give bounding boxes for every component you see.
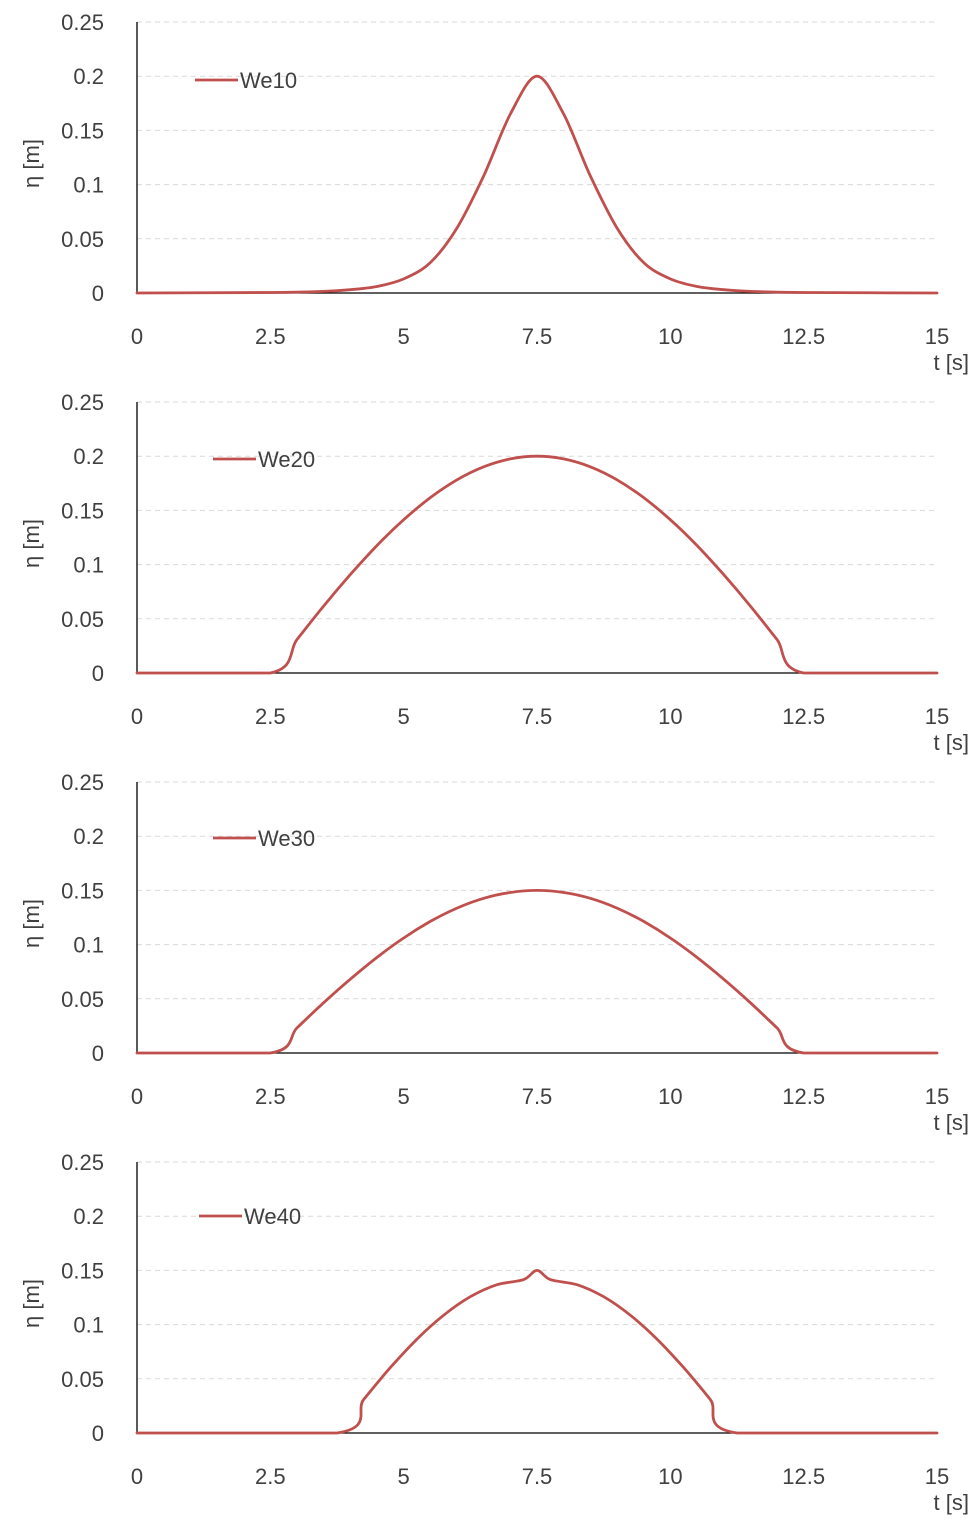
y-axis-title: η [m] [19,899,44,948]
x-tick-label: 7.5 [522,704,553,729]
x-axis-title: t [s] [934,730,969,755]
chart-panel-4: 0 0.05 0.1 0.15 0.2 0.25 0 2.5 5 7.5 10 12.5 15t [s]… [19,1150,969,1515]
legend-label: We10 [240,68,297,93]
x-tick-label: 0 [131,704,143,729]
x-axis-title: t [s] [934,350,969,375]
x-tick-label: 15 [925,1084,949,1109]
y-tick-label: 0.1 [73,933,104,958]
legend-label: We40 [244,1204,301,1229]
x-tick-label: 2.5 [255,324,286,349]
y-axis-title: η [m] [19,139,44,188]
y-tick-label: 0.15 [61,878,104,903]
y-tick-label: 0.1 [73,1313,104,1338]
x-axis-title: t [s] [934,1490,969,1515]
series-line-We40 [135,1269,939,1435]
x-tick-label: 15 [925,1464,949,1489]
x-tick-label: 2.5 [255,704,286,729]
y-tick-label: 0.05 [61,1367,104,1392]
x-tick-label: 5 [398,1464,410,1489]
x-tick-label: 10 [658,1084,682,1109]
x-tick-label: 10 [658,704,682,729]
chart-panel-1: 0 0.05 0.1 0.15 0.2 0.25 0 2.5 5 7.5 10 12.5 15t [s]… [19,10,969,375]
x-tick-label: 2.5 [255,1464,286,1489]
y-tick-label: 0 [92,661,104,686]
y-tick-label: 0.15 [61,1258,104,1283]
y-tick-label: 0.25 [61,1150,104,1175]
x-tick-label: 12.5 [782,704,825,729]
x-tick-label: 2.5 [255,1084,286,1109]
y-tick-label: 0.1 [73,173,104,198]
x-tick-label: 0 [131,1084,143,1109]
x-tick-label: 15 [925,704,949,729]
x-tick-label: 12.5 [782,1084,825,1109]
x-tick-label: 0 [131,324,143,349]
x-tick-label: 5 [398,324,410,349]
series-line-We10 [135,74,939,295]
x-tick-label: 12.5 [782,1464,825,1489]
y-tick-label: 0.2 [73,1204,104,1229]
y-axis-title: η [m] [19,519,44,568]
y-tick-label: 0.05 [61,227,104,252]
chart-panel-3: 0 0.05 0.1 0.15 0.2 0.25 0 2.5 5 7.5 10 12.5 15t [s]… [19,770,969,1135]
x-tick-label: 10 [658,324,682,349]
x-tick-label: 15 [925,324,949,349]
y-tick-label: 0.25 [61,390,104,415]
x-axis-title: t [s] [934,1110,969,1135]
y-tick-label: 0.1 [73,553,104,578]
y-tick-label: 0.2 [73,444,104,469]
y-tick-label: 0 [92,281,104,306]
y-tick-label: 0.15 [61,118,104,143]
legend-label: We30 [258,826,315,851]
y-tick-label: 0.05 [61,607,104,632]
chart-panel-2: 0 0.05 0.1 0.15 0.2 0.25 0 2.5 5 7.5 10 12.5 15t [s]… [19,390,969,755]
x-tick-label: 7.5 [522,1464,553,1489]
x-tick-label: 7.5 [522,324,553,349]
y-tick-label: 0.25 [61,770,104,795]
y-tick-label: 0.2 [73,64,104,89]
y-tick-label: 0.15 [61,498,104,523]
x-tick-label: 5 [398,704,410,729]
x-tick-label: 0 [131,1464,143,1489]
series-line-We30 [135,889,939,1055]
y-tick-label: 0 [92,1041,104,1066]
y-tick-label: 0.2 [73,824,104,849]
legend-label: We20 [258,447,315,472]
x-tick-label: 5 [398,1084,410,1109]
y-axis-title: η [m] [19,1279,44,1328]
x-tick-label: 10 [658,1464,682,1489]
series-line-We20 [135,454,939,675]
x-tick-label: 7.5 [522,1084,553,1109]
y-tick-label: 0 [92,1421,104,1446]
y-tick-label: 0.05 [61,987,104,1012]
x-tick-label: 12.5 [782,324,825,349]
y-tick-label: 0.25 [61,10,104,35]
